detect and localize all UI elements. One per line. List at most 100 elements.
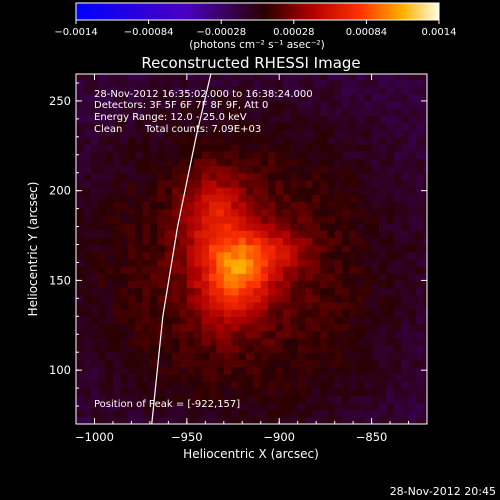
heatmap-cell [157, 165, 166, 174]
heatmap-cell [164, 201, 173, 210]
heatmap-cell [149, 74, 158, 80]
heatmap-cell [105, 122, 114, 131]
heatmap-cell [172, 330, 181, 339]
heatmap-cell [401, 129, 410, 138]
heatmap-cell [378, 230, 387, 238]
heatmap-cell [223, 301, 232, 310]
heatmap-cell [223, 323, 232, 332]
heatmap-cell [98, 373, 107, 382]
heatmap-cell [223, 280, 232, 289]
heatmap-cell [290, 352, 299, 360]
heatmap-cell [105, 74, 114, 80]
heatmap-cell [105, 201, 114, 210]
heatmap-cell [349, 316, 358, 325]
heatmap-cell [186, 222, 195, 231]
heatmap-cell [386, 301, 395, 310]
heatmap-cell [268, 266, 277, 274]
heatmap-cell [253, 244, 262, 253]
heatmap-cell [386, 402, 395, 411]
heatmap-cell [157, 129, 166, 138]
heatmap-cell [342, 244, 351, 253]
heatmap-cell [216, 309, 225, 317]
heatmap-cell [179, 108, 188, 116]
heatmap-cell [408, 380, 417, 389]
heatmap-cell [349, 93, 358, 102]
heatmap-cell [364, 172, 373, 181]
heatmap-cell [149, 230, 158, 238]
heatmap-cell [253, 402, 262, 411]
heatmap-cell [393, 287, 402, 296]
heatmap-cell [98, 409, 107, 418]
heatmap-cell [83, 129, 92, 138]
heatmap-cell [305, 337, 314, 346]
heatmap-cell [179, 100, 188, 109]
heatmap-cell [342, 402, 351, 411]
heatmap-cell [112, 122, 121, 131]
heatmap-cell [179, 144, 188, 152]
heatmap-cell [268, 86, 277, 95]
heatmap-cell [201, 165, 210, 174]
heatmap-cell [157, 158, 166, 167]
heatmap-cell [253, 258, 262, 267]
heatmap-cell [172, 287, 181, 296]
heatmap-cell [290, 345, 299, 353]
heatmap-cell [194, 409, 203, 418]
heatmap-cell [172, 337, 181, 346]
heatmap-cell [386, 165, 395, 174]
heatmap-cell [260, 208, 269, 217]
heatmap-cell [120, 409, 129, 418]
heatmap-cell [238, 359, 247, 368]
heatmap-cell [312, 294, 321, 303]
heatmap-cell [90, 129, 99, 138]
heatmap-cell [245, 244, 254, 253]
heatmap-cell [408, 337, 417, 346]
heatmap-cell [268, 144, 277, 152]
heatmap-cell [327, 395, 336, 404]
heatmap-cell [83, 122, 92, 131]
heatmap-cell [105, 337, 114, 346]
heatmap-cell [386, 208, 395, 217]
heatmap-cell [194, 187, 203, 195]
heatmap-cell [364, 287, 373, 296]
heatmap-cell [297, 100, 306, 109]
heatmap-cell [334, 215, 343, 224]
heatmap-cell [386, 251, 395, 260]
heatmap-cell [275, 230, 284, 238]
heatmap-cell [268, 74, 277, 80]
heatmap-cell [268, 244, 277, 253]
heatmap-cell [268, 251, 277, 260]
heatmap-cell [268, 409, 277, 418]
heatmap-cell [327, 273, 336, 282]
heatmap-cell [201, 373, 210, 382]
heatmap-cell [327, 187, 336, 195]
heatmap-cell [157, 93, 166, 102]
heatmap-cell [112, 273, 121, 282]
heatmap-cell [209, 366, 217, 375]
heatmap-cell [334, 380, 343, 389]
heatmap-cell [423, 86, 427, 95]
heatmap-cell [216, 172, 225, 181]
heatmap-cell [393, 416, 402, 424]
heatmap-cell [253, 172, 262, 181]
heatmap-cell [268, 215, 277, 224]
heatmap-cell [238, 151, 247, 159]
heatmap-cell [305, 208, 314, 217]
heatmap-cell [216, 409, 225, 418]
heatmap-cell [415, 280, 424, 289]
heatmap-cell [356, 409, 365, 418]
heatmap-cell [90, 244, 99, 253]
heatmap-cell [186, 409, 195, 418]
heatmap-cell [297, 273, 306, 282]
heatmap-cell [260, 359, 269, 368]
heatmap-cell [342, 136, 351, 145]
heatmap-cell [112, 380, 121, 389]
heatmap-cell [209, 158, 217, 167]
heatmap-cell [223, 201, 232, 210]
heatmap-cell [172, 294, 181, 303]
heatmap-cell [201, 74, 210, 80]
heatmap-cell [90, 136, 99, 145]
heatmap-cell [120, 115, 129, 124]
heatmap-cell [223, 366, 232, 375]
heatmap-cell [231, 388, 240, 396]
heatmap-cell [408, 273, 417, 282]
